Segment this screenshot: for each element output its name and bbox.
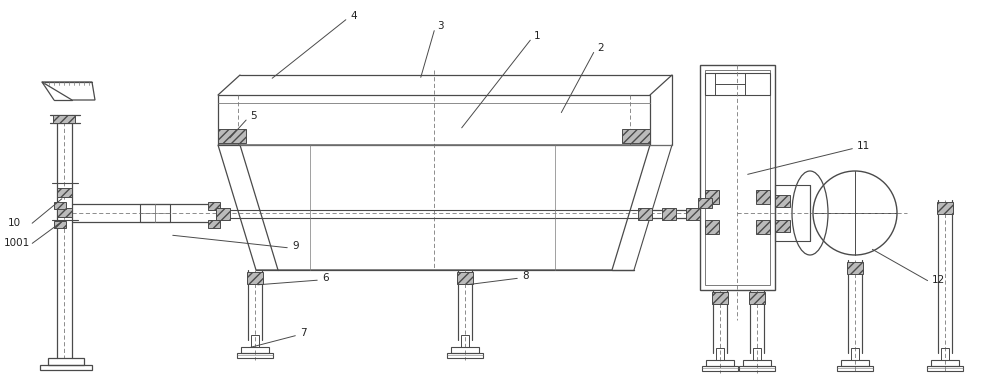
- Bar: [218, 129, 246, 143]
- Bar: [140, 204, 170, 222]
- Bar: [739, 366, 775, 371]
- Text: 2: 2: [597, 43, 604, 53]
- Text: 5: 5: [250, 111, 257, 121]
- Bar: [67, 117, 73, 122]
- Bar: [702, 366, 738, 371]
- Bar: [218, 95, 650, 145]
- Bar: [662, 208, 676, 220]
- Bar: [716, 348, 724, 360]
- Bar: [216, 208, 230, 220]
- Bar: [40, 365, 92, 370]
- Bar: [698, 198, 712, 208]
- Bar: [57, 208, 72, 217]
- Text: 4: 4: [350, 11, 357, 21]
- Bar: [54, 221, 66, 228]
- Bar: [705, 190, 719, 204]
- Bar: [706, 360, 734, 366]
- Bar: [937, 202, 953, 214]
- Bar: [48, 358, 84, 365]
- Text: 8: 8: [522, 271, 529, 281]
- Bar: [57, 188, 72, 197]
- Text: 7: 7: [300, 328, 307, 338]
- Bar: [251, 335, 259, 347]
- Bar: [753, 348, 761, 360]
- Text: 9: 9: [292, 241, 299, 251]
- Bar: [705, 220, 719, 234]
- Bar: [686, 208, 700, 220]
- Bar: [451, 347, 479, 353]
- Bar: [712, 292, 728, 304]
- Bar: [837, 366, 873, 371]
- Bar: [237, 353, 273, 358]
- Bar: [756, 190, 770, 204]
- Bar: [705, 70, 770, 285]
- Text: 1: 1: [534, 31, 541, 41]
- Bar: [461, 335, 469, 347]
- Bar: [638, 208, 652, 220]
- Bar: [54, 202, 66, 209]
- Text: 10: 10: [8, 218, 21, 228]
- Bar: [743, 360, 771, 366]
- Bar: [457, 272, 473, 284]
- Bar: [447, 353, 483, 358]
- Text: 12: 12: [932, 275, 945, 285]
- Bar: [700, 65, 775, 290]
- Bar: [208, 202, 220, 210]
- Bar: [851, 348, 859, 360]
- Text: 11: 11: [857, 141, 870, 151]
- Bar: [55, 117, 61, 122]
- Bar: [705, 73, 770, 95]
- Bar: [775, 195, 790, 207]
- Text: 6: 6: [322, 273, 329, 283]
- Bar: [756, 220, 770, 234]
- Bar: [941, 348, 949, 360]
- Bar: [749, 292, 765, 304]
- Text: 1001: 1001: [4, 238, 30, 248]
- Text: 3: 3: [437, 21, 444, 31]
- Bar: [622, 129, 650, 143]
- Bar: [931, 360, 959, 366]
- Bar: [775, 220, 790, 232]
- Bar: [775, 185, 810, 241]
- Bar: [841, 360, 869, 366]
- Bar: [241, 347, 269, 353]
- Bar: [927, 366, 963, 371]
- Bar: [847, 262, 863, 274]
- Bar: [53, 115, 75, 123]
- Bar: [208, 220, 220, 228]
- Bar: [247, 272, 263, 284]
